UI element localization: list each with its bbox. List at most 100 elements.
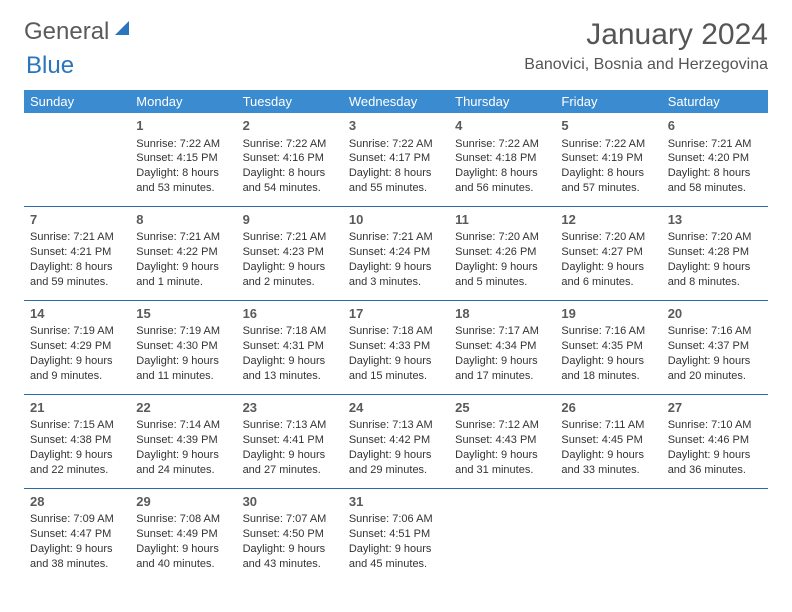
day-number: 27: [668, 399, 762, 417]
weekday-header: Sunday: [24, 90, 130, 113]
day-number: 10: [349, 211, 443, 229]
day-info-line: Daylight: 9 hours: [30, 354, 124, 369]
calendar-week-row: 7Sunrise: 7:21 AMSunset: 4:21 PMDaylight…: [24, 206, 768, 300]
day-number: 31: [349, 493, 443, 511]
day-info-line: Sunset: 4:46 PM: [668, 433, 762, 448]
day-info-line: and 15 minutes.: [349, 369, 443, 384]
day-number: 19: [561, 305, 655, 323]
day-info-line: Sunset: 4:37 PM: [668, 339, 762, 354]
logo-text-blue: Blue: [26, 52, 74, 79]
calendar-day-cell: 13Sunrise: 7:20 AMSunset: 4:28 PMDayligh…: [662, 206, 768, 300]
calendar-week-row: 21Sunrise: 7:15 AMSunset: 4:38 PMDayligh…: [24, 394, 768, 488]
day-info-line: Sunset: 4:22 PM: [136, 245, 230, 260]
day-info-line: Sunset: 4:23 PM: [243, 245, 337, 260]
day-info-line: Daylight: 8 hours: [136, 166, 230, 181]
day-info-line: Daylight: 9 hours: [668, 260, 762, 275]
day-number: 13: [668, 211, 762, 229]
day-number: 14: [30, 305, 124, 323]
day-info-line: and 20 minutes.: [668, 369, 762, 384]
day-info-line: Sunrise: 7:14 AM: [136, 418, 230, 433]
day-info-line: and 57 minutes.: [561, 181, 655, 196]
day-info-line: Daylight: 9 hours: [136, 260, 230, 275]
day-number: 28: [30, 493, 124, 511]
day-number: 9: [243, 211, 337, 229]
day-info-line: Daylight: 9 hours: [30, 542, 124, 557]
day-info-line: Daylight: 9 hours: [243, 260, 337, 275]
day-info-line: Sunrise: 7:21 AM: [668, 137, 762, 152]
day-info-line: and 1 minute.: [136, 275, 230, 290]
day-info-line: Daylight: 9 hours: [30, 448, 124, 463]
day-info-line: Sunrise: 7:08 AM: [136, 512, 230, 527]
day-info-line: and 31 minutes.: [455, 463, 549, 478]
calendar-day-cell: 8Sunrise: 7:21 AMSunset: 4:22 PMDaylight…: [130, 206, 236, 300]
calendar-day-cell: 24Sunrise: 7:13 AMSunset: 4:42 PMDayligh…: [343, 394, 449, 488]
day-info-line: Daylight: 9 hours: [668, 448, 762, 463]
day-info-line: and 13 minutes.: [243, 369, 337, 384]
day-info-line: Sunrise: 7:22 AM: [455, 137, 549, 152]
month-title: January 2024: [524, 18, 768, 52]
day-info-line: and 6 minutes.: [561, 275, 655, 290]
day-info-line: Sunrise: 7:22 AM: [136, 137, 230, 152]
day-info-line: and 40 minutes.: [136, 557, 230, 572]
day-info-line: Daylight: 9 hours: [136, 354, 230, 369]
day-info-line: Daylight: 9 hours: [455, 448, 549, 463]
weekday-header-row: SundayMondayTuesdayWednesdayThursdayFrid…: [24, 90, 768, 113]
day-info-line: Sunset: 4:16 PM: [243, 151, 337, 166]
day-info-line: and 27 minutes.: [243, 463, 337, 478]
day-info-line: and 9 minutes.: [30, 369, 124, 384]
day-info-line: Sunrise: 7:21 AM: [349, 230, 443, 245]
day-info-line: Daylight: 9 hours: [136, 542, 230, 557]
day-info-line: Daylight: 9 hours: [243, 354, 337, 369]
day-info-line: and 3 minutes.: [349, 275, 443, 290]
calendar-day-cell: 18Sunrise: 7:17 AMSunset: 4:34 PMDayligh…: [449, 300, 555, 394]
day-info-line: Sunrise: 7:18 AM: [243, 324, 337, 339]
calendar-day-cell: [449, 488, 555, 581]
day-info-line: Sunset: 4:19 PM: [561, 151, 655, 166]
day-info-line: Sunset: 4:33 PM: [349, 339, 443, 354]
day-info-line: Daylight: 8 hours: [30, 260, 124, 275]
calendar-week-row: 28Sunrise: 7:09 AMSunset: 4:47 PMDayligh…: [24, 488, 768, 581]
day-number: 6: [668, 117, 762, 135]
calendar-day-cell: 11Sunrise: 7:20 AMSunset: 4:26 PMDayligh…: [449, 206, 555, 300]
day-info-line: Sunrise: 7:21 AM: [30, 230, 124, 245]
day-info-line: and 45 minutes.: [349, 557, 443, 572]
weekday-header: Thursday: [449, 90, 555, 113]
day-number: 23: [243, 399, 337, 417]
day-number: 5: [561, 117, 655, 135]
day-info-line: Daylight: 9 hours: [349, 354, 443, 369]
day-info-line: Daylight: 9 hours: [455, 354, 549, 369]
calendar-day-cell: 1Sunrise: 7:22 AMSunset: 4:15 PMDaylight…: [130, 113, 236, 206]
day-info-line: Daylight: 9 hours: [561, 448, 655, 463]
weekday-header: Tuesday: [237, 90, 343, 113]
day-info-line: Sunrise: 7:12 AM: [455, 418, 549, 433]
calendar-day-cell: 4 Sunrise: 7:22 AMSunset: 4:18 PMDaylight…: [449, 113, 555, 206]
calendar-day-cell: 12Sunrise: 7:20 AMSunset: 4:27 PMDayligh…: [555, 206, 661, 300]
calendar-day-cell: 19Sunrise: 7:16 AMSunset: 4:35 PMDayligh…: [555, 300, 661, 394]
calendar-day-cell: [662, 488, 768, 581]
logo-text-general: General: [24, 18, 109, 46]
calendar-day-cell: 28Sunrise: 7:09 AMSunset: 4:47 PMDayligh…: [24, 488, 130, 581]
calendar-day-cell: 10Sunrise: 7:21 AMSunset: 4:24 PMDayligh…: [343, 206, 449, 300]
day-info-line: Sunrise: 7:16 AM: [561, 324, 655, 339]
day-info-line: Sunset: 4:35 PM: [561, 339, 655, 354]
day-info-line: and 24 minutes.: [136, 463, 230, 478]
day-info-line: Sunset: 4:51 PM: [349, 527, 443, 542]
day-info-line: Daylight: 8 hours: [455, 166, 549, 181]
calendar-day-cell: 16Sunrise: 7:18 AMSunset: 4:31 PMDayligh…: [237, 300, 343, 394]
day-info-line: Daylight: 9 hours: [136, 448, 230, 463]
day-info-line: Sunset: 4:41 PM: [243, 433, 337, 448]
day-info-line: Sunset: 4:29 PM: [30, 339, 124, 354]
day-info-line: and 43 minutes.: [243, 557, 337, 572]
day-info-line: Sunset: 4:31 PM: [243, 339, 337, 354]
calendar-day-cell: 6Sunrise: 7:21 AMSunset: 4:20 PMDaylight…: [662, 113, 768, 206]
day-number: 4: [455, 117, 549, 135]
day-info-line: Sunset: 4:45 PM: [561, 433, 655, 448]
day-info-line: Sunset: 4:39 PM: [136, 433, 230, 448]
day-info-line: Sunset: 4:34 PM: [455, 339, 549, 354]
calendar-day-cell: 7Sunrise: 7:21 AMSunset: 4:21 PMDaylight…: [24, 206, 130, 300]
day-info-line: Sunset: 4:18 PM: [455, 151, 549, 166]
day-info-line: and 33 minutes.: [561, 463, 655, 478]
calendar-day-cell: 31Sunrise: 7:06 AMSunset: 4:51 PMDayligh…: [343, 488, 449, 581]
day-info-line: Daylight: 9 hours: [243, 542, 337, 557]
day-number: 26: [561, 399, 655, 417]
